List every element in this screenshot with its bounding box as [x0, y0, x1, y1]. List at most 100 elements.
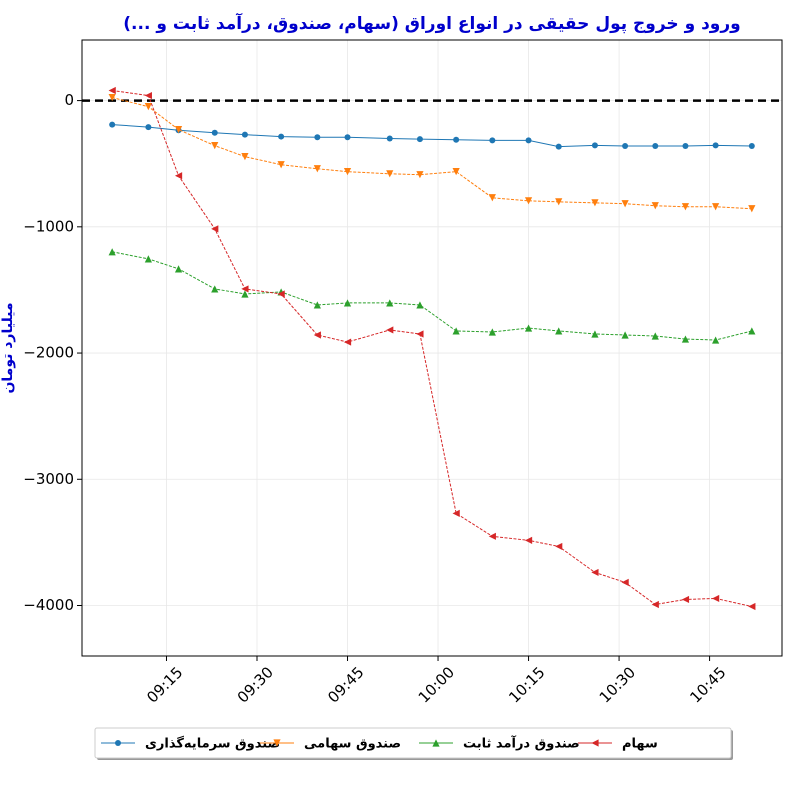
marker: [748, 143, 755, 150]
marker: [386, 135, 393, 142]
marker: [748, 205, 756, 213]
marker: [416, 301, 424, 309]
marker: [712, 336, 720, 344]
marker: [313, 301, 321, 309]
marker: [652, 143, 659, 150]
marker: [453, 136, 460, 143]
y-tick-label: −2000: [23, 344, 74, 362]
marker: [621, 578, 629, 587]
marker: [174, 126, 183, 134]
marker: [314, 134, 321, 141]
y-axis-label: میلیارد تومان: [0, 302, 16, 393]
marker: [591, 739, 599, 747]
marker: [241, 285, 249, 293]
marker: [712, 594, 720, 603]
marker: [489, 137, 496, 144]
marker: [681, 203, 690, 211]
marker: [488, 328, 496, 336]
marker: [555, 198, 563, 206]
marker: [344, 134, 351, 141]
marker: [712, 203, 720, 211]
marker: [108, 248, 116, 256]
marker: [174, 265, 183, 273]
marker: [555, 143, 562, 150]
marker: [555, 542, 563, 551]
marker: [681, 335, 690, 343]
marker: [525, 137, 532, 144]
marker: [488, 532, 496, 540]
marker: [241, 131, 248, 138]
marker: [313, 331, 321, 339]
marker: [555, 327, 563, 335]
series-line: [112, 251, 752, 341]
marker: [108, 86, 116, 95]
marker: [241, 153, 249, 161]
y-tick-label: −1000: [23, 217, 74, 235]
marker: [524, 324, 533, 332]
marker: [416, 330, 424, 338]
marker: [591, 199, 599, 207]
marker: [144, 91, 152, 100]
marker: [432, 739, 440, 747]
marker: [452, 327, 460, 335]
marker: [313, 165, 321, 173]
marker: [591, 330, 599, 338]
marker: [591, 568, 599, 577]
y-tick-label: 0: [64, 91, 74, 109]
marker: [343, 338, 352, 346]
marker: [682, 143, 689, 150]
marker: [681, 595, 690, 604]
marker: [145, 124, 152, 131]
series-line: [112, 89, 752, 608]
marker: [621, 200, 629, 208]
marker: [386, 170, 394, 178]
marker: [211, 285, 219, 293]
marker: [621, 331, 629, 339]
marker: [524, 197, 533, 205]
series-line: [112, 124, 752, 148]
marker: [488, 194, 496, 202]
marker: [524, 536, 533, 544]
marker: [452, 168, 460, 176]
marker: [115, 740, 121, 746]
marker: [277, 290, 285, 298]
marker: [452, 509, 460, 517]
marker: [622, 143, 629, 150]
marker: [211, 225, 219, 233]
marker: [109, 121, 116, 128]
marker: [386, 326, 394, 334]
marker: [748, 327, 756, 335]
marker: [651, 600, 659, 609]
marker: [712, 142, 719, 149]
legend-label: صندوق سهامی: [304, 737, 401, 752]
marker: [416, 136, 423, 143]
marker: [144, 103, 152, 111]
marker: [144, 255, 152, 263]
chart-title: ورود و خروج پول حقیقی در انواع اوراق (سه…: [123, 12, 740, 34]
marker: [108, 93, 116, 102]
marker: [343, 168, 352, 176]
marker: [748, 602, 756, 611]
marker: [591, 142, 598, 149]
y-tick-label: −4000: [23, 596, 74, 614]
marker: [241, 290, 249, 298]
marker: [211, 142, 219, 150]
legend-label: صندوق درآمد ثابت: [463, 735, 580, 752]
marker: [651, 332, 659, 340]
marker: [277, 161, 285, 169]
marker: [416, 171, 424, 179]
marker: [211, 129, 218, 136]
legend-box: [94, 727, 732, 759]
marker: [174, 172, 183, 180]
legend-label: صندوق سرمایه‌گذاری: [145, 736, 280, 752]
y-tick-label: −3000: [23, 470, 74, 488]
marker: [651, 202, 659, 210]
plot-frame: [81, 39, 783, 657]
legend-label: سهام: [622, 737, 658, 752]
marker: [273, 739, 281, 747]
marker: [278, 133, 285, 140]
marker: [343, 299, 352, 307]
marker: [386, 299, 394, 307]
